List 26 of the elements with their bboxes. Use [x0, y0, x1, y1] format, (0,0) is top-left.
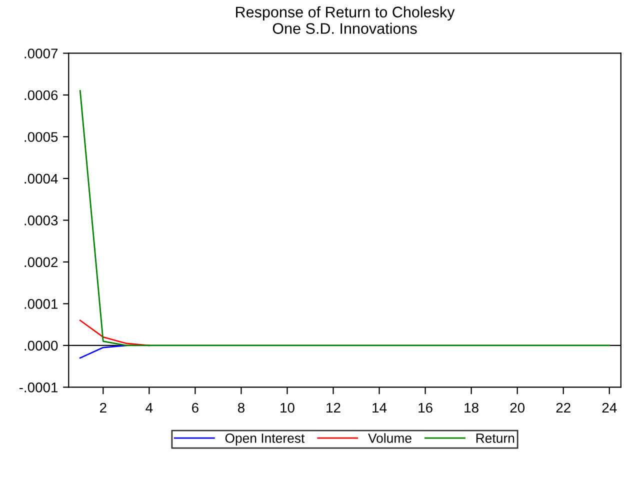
legend-label: Volume: [368, 433, 412, 443]
x-tick-label: 24: [602, 402, 617, 413]
y-tick-label: .0006: [24, 90, 58, 100]
x-tick-label: 22: [556, 402, 570, 413]
y-tick-label: .0000: [24, 340, 58, 351]
y-tick-label: .0007: [24, 48, 58, 58]
x-tick-label: 14: [372, 402, 387, 413]
y-tick-label: .0005: [24, 132, 58, 142]
y-tick-label: .0004: [24, 174, 58, 184]
x-tick-label: 12: [326, 402, 340, 413]
x-tick-label: 2: [100, 402, 106, 413]
legend-label: Open Interest: [225, 434, 305, 446]
x-tick-label: 10: [280, 402, 294, 413]
line-series: [79, 320, 150, 346]
x-tick-label: 18: [464, 402, 478, 413]
x-tick-label: 6: [192, 402, 198, 413]
x-tick-label: 8: [238, 402, 244, 413]
x-tick-label: 16: [418, 402, 432, 413]
y-tick-label: -.0001: [19, 382, 58, 392]
y-tick-label: .0001: [24, 299, 58, 309]
y-tick-label: .0003: [24, 216, 58, 226]
x-tick-label: 20: [510, 402, 525, 413]
x-tick-label: 4: [146, 402, 153, 413]
y-tick-label: .0002: [24, 257, 58, 268]
legend-label: Return: [476, 434, 514, 443]
chart-title: Response of Return to Cholesky One S.D. Innovations: [236, 6, 455, 34]
